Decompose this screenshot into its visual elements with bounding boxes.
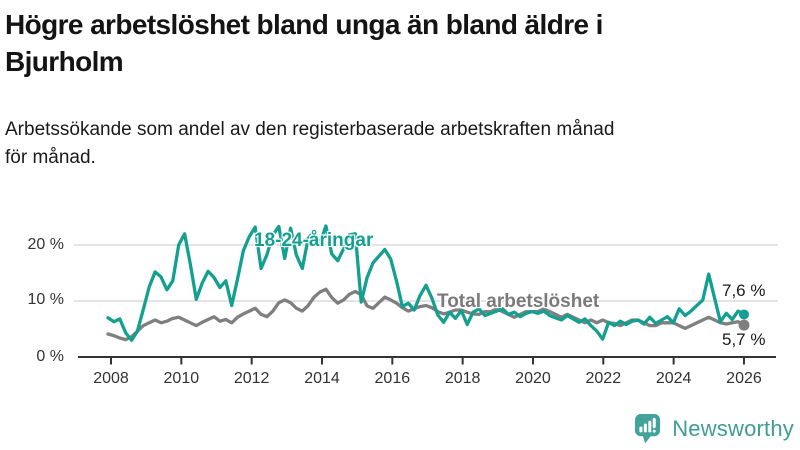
newsworthy-icon	[635, 414, 661, 444]
x-axis-label-2008: 2008	[93, 370, 129, 387]
total-end-value: 5,7 %	[722, 330, 766, 349]
x-axis-label-2024: 2024	[656, 370, 692, 387]
chart-title: Högre arbetslöshet bland unga än bland ä…	[5, 6, 789, 80]
x-axis-label-2014: 2014	[304, 370, 340, 387]
x-axis-label-2012: 2012	[234, 370, 270, 387]
youth-end-value: 7,6 %	[722, 281, 766, 300]
series-end-dot-youth	[739, 309, 749, 320]
chart-subtitle-line2: för månad.	[5, 147, 96, 168]
x-axis-label-2016: 2016	[375, 370, 411, 387]
series-end-dot-total	[738, 319, 750, 331]
newsworthy-wordmark: Newsworthy	[672, 416, 794, 441]
x-axis-label-2022: 2022	[586, 370, 622, 387]
chart-subtitle: Arbetssökande som andel av den registerb…	[5, 116, 789, 172]
series-line-total	[106, 287, 746, 342]
y-axis-label-10: 10 %	[27, 291, 64, 308]
series-line-youth	[106, 224, 746, 342]
y-axis-label-0: 0 %	[36, 348, 64, 365]
newsworthy-logo[interactable]: Newsworthy	[634, 412, 794, 446]
chart-subtitle-line1: Arbetssökande som andel av den registerb…	[5, 119, 615, 140]
x-axis-label-2026: 2026	[726, 370, 762, 387]
x-axis-label-2018: 2018	[445, 370, 481, 387]
x-axis-label-2010: 2010	[164, 370, 200, 387]
youth-series-label: 18-24-åringar	[254, 230, 374, 251]
total-series-label: Total arbetslöshet	[437, 291, 600, 312]
chart-title-line2: Bjurholm	[5, 46, 124, 77]
chart-title-line1: Högre arbetslöshet bland unga än bland ä…	[5, 9, 603, 40]
y-axis-label-20: 20 %	[27, 236, 64, 253]
x-axis-label-2020: 2020	[515, 370, 551, 387]
